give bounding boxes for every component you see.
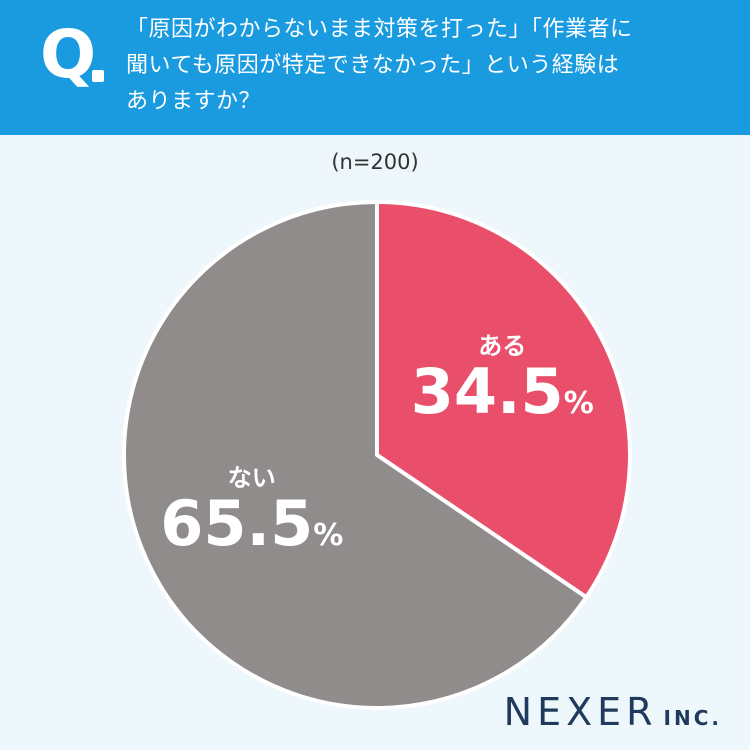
slice-category: ある	[478, 331, 527, 360]
question-header: Q 「原因がわからないまま対策を打った」「作業者に 聞いても原因が特定できなかっ…	[0, 0, 750, 135]
question-line: ありますか？	[126, 89, 262, 114]
slice-percent-number: 34.5	[410, 354, 564, 428]
slice-percent-unit: %	[563, 385, 594, 421]
slice-percent: 34.5%	[411, 360, 594, 423]
question-text: 「原因がわからないまま対策を打った」「作業者に 聞いても原因が特定できなかった」…	[126, 12, 726, 120]
logo-main: NEXER	[503, 690, 658, 734]
nexer-logo: NEXER INC.	[504, 690, 722, 734]
logo-suffix: INC.	[663, 706, 722, 730]
slice-label-yes: ある 34.5%	[411, 331, 594, 423]
slice-percent-number: 65.5	[160, 487, 314, 561]
q-letter: Q	[40, 16, 97, 93]
sample-size: (n=200)	[331, 150, 419, 174]
slice-percent: 65.5%	[160, 493, 343, 555]
pie-slice-no	[122, 200, 589, 710]
question-line: 「原因がわからないまま対策を打った」「作業者に	[126, 17, 633, 42]
question-line: 聞いても原因が特定できなかった」という経験は	[126, 53, 620, 78]
slice-percent-unit: %	[313, 518, 344, 554]
slice-label-no: ない 65.5%	[160, 463, 343, 555]
q-dot	[92, 70, 104, 82]
slice-category: ない	[227, 464, 276, 493]
pie-slice-yes	[375, 200, 632, 600]
